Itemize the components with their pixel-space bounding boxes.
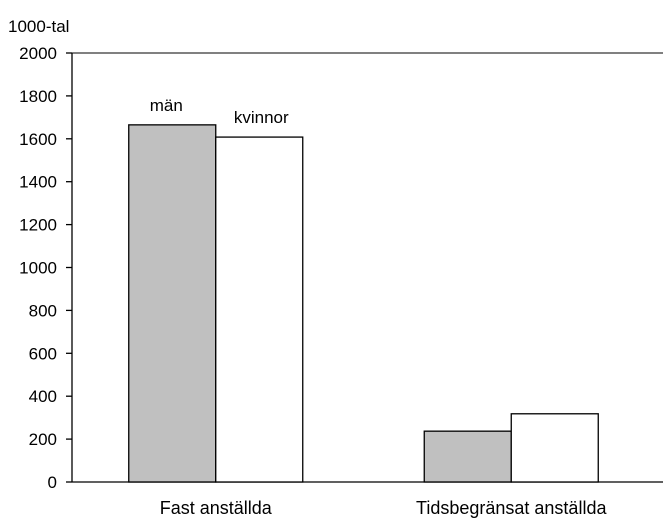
y-tick-label: 1000: [19, 259, 57, 278]
y-tick-label: 600: [29, 344, 57, 363]
bar-man-2: [423, 430, 512, 483]
y-tick-label: 0: [48, 473, 57, 492]
y-axis-ticks: 0 200 400 600 800 1000 1200 1400 1600 1800 2000: [19, 44, 72, 492]
y-axis-unit-label: 1000-tal: [8, 17, 69, 36]
x-category-label: Fast anställda: [160, 498, 273, 518]
series-labels: män kvinnor: [150, 96, 289, 127]
bar-kvinnor-2: [510, 413, 599, 483]
y-tick-label: 1400: [19, 173, 57, 192]
y-tick-label: 1800: [19, 87, 57, 106]
x-category-label: Tidsbegränsat anställda: [416, 498, 607, 518]
y-tick-label: 1600: [19, 130, 57, 149]
y-tick-label: 1200: [19, 216, 57, 235]
x-axis-labels: Fast anställda Tidsbegränsat anställda: [160, 498, 608, 518]
y-tick-label: 2000: [19, 44, 57, 63]
bar-man-1: [128, 124, 217, 483]
bar-kvinnor-1: [215, 136, 304, 483]
y-tick-label: 400: [29, 387, 57, 406]
y-tick-label: 800: [29, 301, 57, 320]
y-tick-label: 200: [29, 430, 57, 449]
series-label-man: män: [150, 96, 183, 115]
bars: [128, 124, 599, 483]
series-label-kvinnor: kvinnor: [234, 108, 289, 127]
